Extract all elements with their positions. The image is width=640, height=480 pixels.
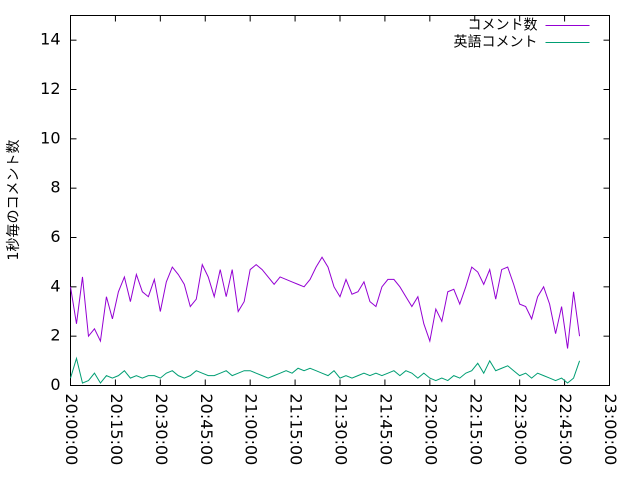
- legend-label: コメント数: [468, 18, 538, 34]
- x-tick-label: 22:00:00: [421, 394, 440, 466]
- x-tick-label: 22:30:00: [511, 394, 530, 466]
- y-tick-label: 2: [50, 326, 60, 345]
- series-line: [70, 256, 581, 349]
- plot-border: [70, 15, 610, 386]
- x-tick-label: 21:45:00: [376, 394, 395, 466]
- y-tick-label: 8: [50, 178, 60, 197]
- x-tick-label: 20:45:00: [197, 394, 216, 466]
- x-tick-label: 20:00:00: [62, 394, 81, 466]
- x-tick-label: 20:15:00: [107, 394, 126, 466]
- x-tick-label: 23:00:00: [601, 394, 620, 466]
- y-tick-label: 14: [40, 30, 60, 49]
- series-line: [70, 356, 581, 384]
- y-axis-label: 1秒毎のコメント数: [6, 140, 22, 261]
- x-tick-label: 20:30:00: [152, 394, 171, 466]
- y-tick-label: 0: [50, 375, 60, 394]
- x-tick-label: 21:00:00: [242, 394, 261, 466]
- x-tick-label: 22:45:00: [556, 394, 575, 466]
- y-tick-label: 6: [50, 227, 60, 246]
- y-tick-label: 12: [40, 79, 60, 98]
- x-tick-label: 21:30:00: [332, 394, 351, 466]
- x-tick-label: 22:15:00: [466, 394, 485, 466]
- y-tick-label: 4: [50, 276, 60, 295]
- x-tick-label: 21:15:00: [287, 394, 306, 466]
- y-tick-label: 10: [40, 128, 60, 147]
- legend-label: 英語コメント: [454, 34, 538, 51]
